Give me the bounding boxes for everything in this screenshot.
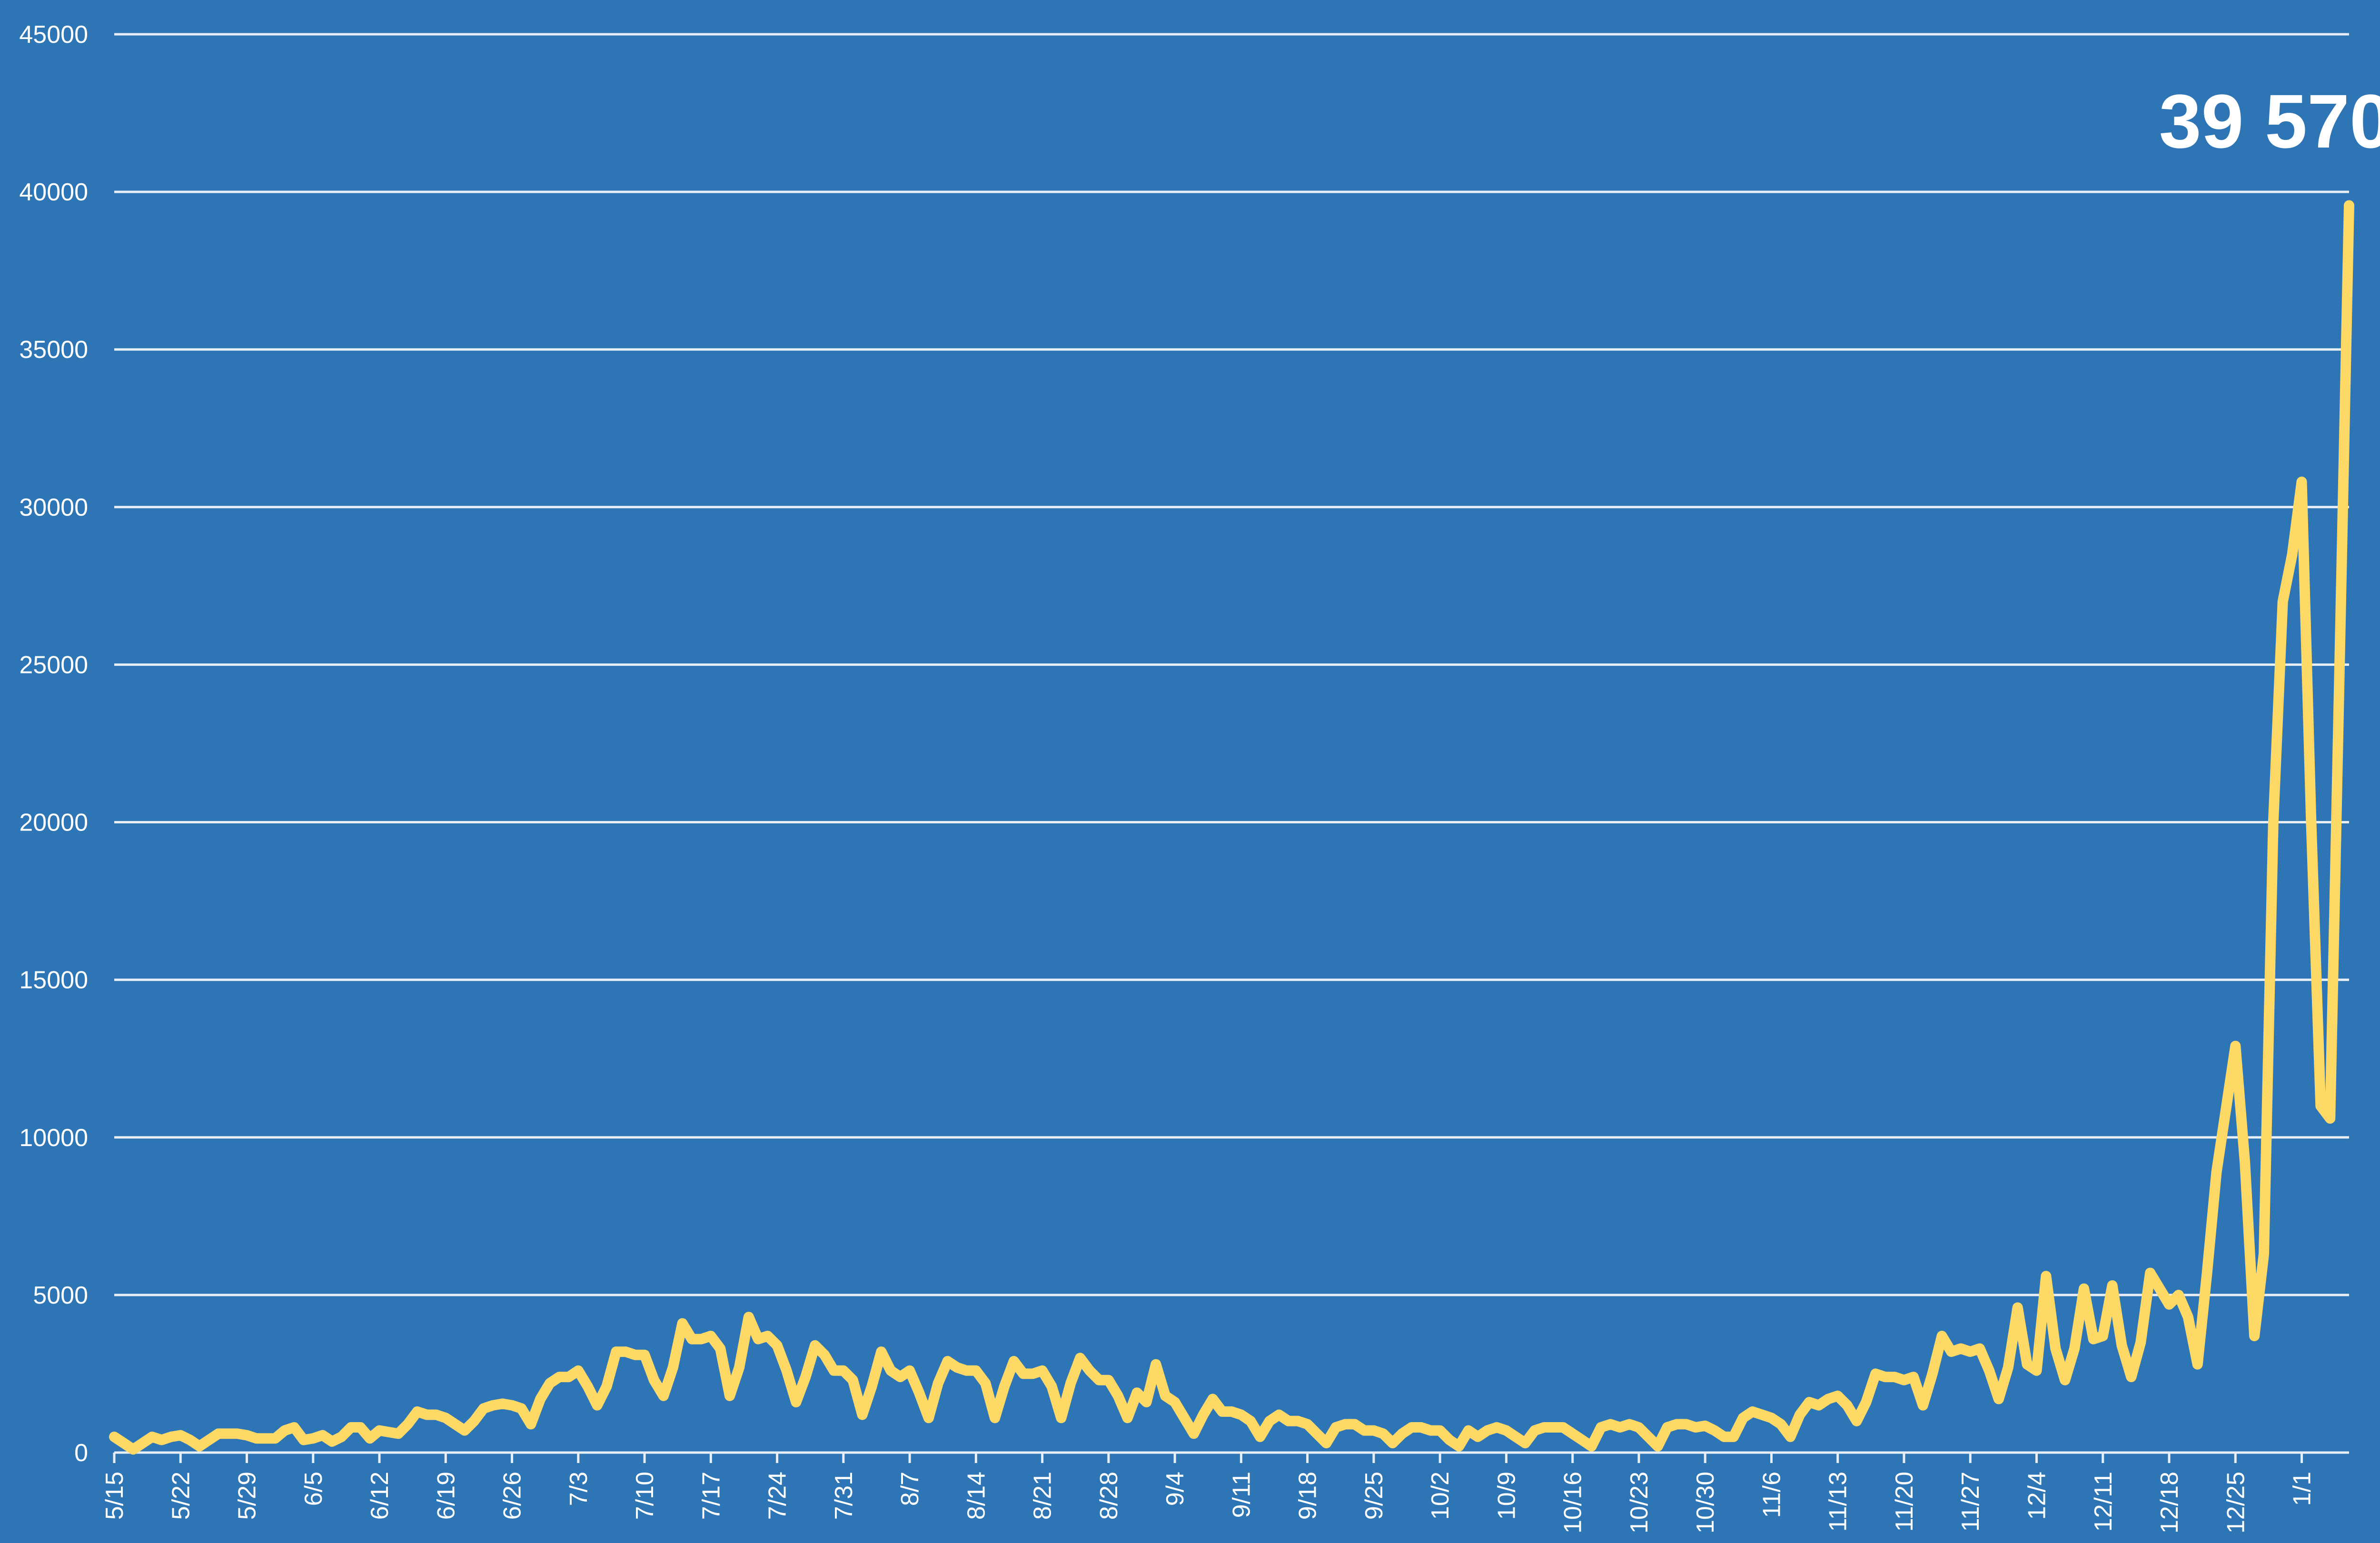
x-tick-label: 1/1 [2289, 1472, 2316, 1506]
x-tick-label: 5/15 [101, 1472, 129, 1520]
x-tick-label: 12/4 [2023, 1472, 2051, 1520]
x-tick-label: 10/9 [1493, 1472, 1520, 1520]
x-tick-label: 12/25 [2222, 1472, 2250, 1533]
y-tick-label: 25000 [19, 651, 88, 679]
x-tick-label: 11/27 [1957, 1472, 1984, 1532]
x-tick-label: 6/5 [300, 1472, 327, 1506]
x-tick-label: 11/20 [1891, 1472, 1918, 1532]
x-tick-label: 7/3 [565, 1472, 593, 1506]
gridlines [114, 33, 2349, 1454]
x-tick-label: 11/13 [1825, 1472, 1852, 1532]
x-tick-label: 9/25 [1360, 1472, 1388, 1520]
y-axis-tick-labels: 0 5000 10000 15000 20000 25000 30000 35000 40000… [19, 21, 88, 1467]
x-tick-label: 7/24 [764, 1472, 792, 1520]
x-tick-label: 9/11 [1228, 1472, 1255, 1518]
x-axis-tick-labels: 5/15 5/22 5/29 6/5 6/12 6/19 6/26 7/3 7/10 7/17 7/… [101, 1453, 2316, 1533]
y-tick-label: 35000 [19, 336, 88, 364]
x-tick-label: 8/21 [1029, 1472, 1057, 1520]
x-tick-label: 10/2 [1427, 1472, 1454, 1520]
y-tick-label: 40000 [19, 178, 88, 206]
x-tick-label: 8/28 [1095, 1472, 1123, 1520]
x-tick-label: 7/17 [697, 1472, 725, 1520]
series-line [109, 200, 2354, 1455]
x-tick-label: 12/18 [2156, 1472, 2183, 1533]
y-tick-label: 0 [74, 1439, 88, 1467]
x-tick-label: 9/4 [1161, 1472, 1189, 1506]
y-tick-label: 5000 [33, 1282, 88, 1309]
x-tick-label: 12/11 [2090, 1472, 2117, 1532]
x-tick-label: 9/18 [1294, 1472, 1322, 1520]
x-tick-label: 6/26 [499, 1472, 526, 1520]
x-tick-label: 8/7 [896, 1472, 924, 1506]
y-tick-label: 20000 [19, 809, 88, 837]
x-tick-label: 10/16 [1559, 1472, 1587, 1533]
last-value-annotation: 39 570 [2159, 79, 2380, 164]
x-tick-label: 5/29 [234, 1472, 261, 1520]
y-tick-label: 15000 [19, 967, 88, 994]
x-tick-label: 5/22 [167, 1472, 195, 1520]
x-tick-label: 10/30 [1692, 1472, 1719, 1533]
x-tick-label: 7/10 [631, 1472, 659, 1520]
y-tick-label: 30000 [19, 494, 88, 521]
x-tick-label: 6/19 [432, 1472, 460, 1520]
x-tick-label: 10/23 [1626, 1472, 1653, 1533]
data-series [109, 200, 2354, 1455]
y-tick-label: 10000 [19, 1124, 88, 1152]
x-tick-label: 7/31 [830, 1472, 858, 1520]
x-tick-label: 8/14 [962, 1472, 990, 1520]
x-tick-label: 6/12 [366, 1472, 394, 1520]
x-tick-label: 11/6 [1758, 1472, 1785, 1518]
y-tick-label: 45000 [19, 21, 88, 49]
